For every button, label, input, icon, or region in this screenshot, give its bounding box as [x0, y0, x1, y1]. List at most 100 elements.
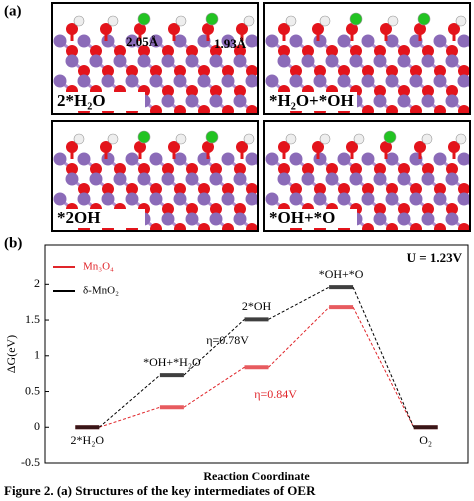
mn-atom [433, 74, 447, 88]
mn-atom [149, 192, 163, 206]
o-atom [102, 65, 114, 77]
distance-label: 1.93Å [214, 36, 247, 51]
o-atom [398, 85, 410, 97]
o-atom [346, 23, 358, 35]
h-atom [73, 133, 85, 145]
mn-atom [457, 152, 469, 166]
mn-atom [385, 74, 399, 88]
mn-atom [77, 192, 91, 206]
o-atom [314, 65, 326, 77]
o-atom [66, 23, 78, 35]
mn-atom [125, 34, 139, 48]
cl-atom [137, 12, 151, 26]
mn-atom [221, 192, 235, 206]
o-atom [222, 183, 234, 195]
overpotential-label: η=0.78V [206, 333, 249, 347]
mn-atom [301, 54, 315, 68]
connector [268, 286, 330, 320]
mn-atom [301, 172, 315, 186]
o-atom [126, 65, 138, 77]
mn-atom [101, 192, 115, 206]
mn-atom [265, 152, 279, 166]
o-atom [198, 223, 210, 230]
cl-atom [349, 12, 363, 26]
mn-atom [313, 34, 327, 48]
mn-atom [457, 74, 469, 88]
o-atom [126, 183, 138, 195]
mn-atom [173, 74, 187, 88]
o-atom [236, 141, 248, 153]
mn-atom [173, 152, 187, 166]
mn-atom [161, 54, 175, 68]
o-atom [100, 23, 112, 35]
level-label: *OH+*O [319, 267, 364, 281]
mn-atom [197, 74, 211, 88]
o-atom [448, 141, 460, 153]
mn-atom [373, 172, 387, 186]
mn-atom [221, 152, 235, 166]
mn-atom [337, 192, 351, 206]
condition-label: U = 1.23V [407, 250, 463, 265]
mn-atom [65, 54, 79, 68]
o-atom [314, 183, 326, 195]
cl-atom [383, 130, 397, 144]
panel-label: (b) [4, 235, 22, 251]
o-atom [414, 23, 426, 35]
o-atom [410, 183, 422, 195]
o-atom [202, 141, 214, 153]
plot-frame [44, 244, 469, 464]
mn-atom [457, 192, 469, 206]
o-atom [210, 85, 222, 97]
mn-atom [221, 74, 235, 88]
mn-atom [433, 192, 447, 206]
o-atom [386, 223, 398, 230]
o-atom [414, 141, 426, 153]
mn-atom [397, 212, 411, 226]
o-atom [210, 203, 222, 215]
o-atom [150, 65, 162, 77]
mn-atom [209, 172, 223, 186]
o-atom [138, 163, 150, 175]
mn-atom [349, 54, 363, 68]
o-atom [422, 203, 434, 215]
o-atom [278, 163, 290, 175]
h-atom [455, 133, 467, 145]
mn-atom [349, 172, 363, 186]
mn-atom [161, 212, 175, 226]
o-atom [362, 223, 374, 230]
mn-atom [209, 54, 223, 68]
mn-atom [53, 192, 67, 206]
level-label: 2*OH [242, 299, 272, 313]
o-atom [198, 65, 210, 77]
mn-atom [233, 54, 247, 68]
h-atom [285, 133, 297, 145]
o-atom [302, 45, 314, 57]
h-atom [243, 15, 255, 27]
mn-atom [125, 152, 139, 166]
mn-atom [185, 94, 199, 108]
h-atom [175, 133, 187, 145]
mn-atom [101, 34, 115, 48]
o-atom [422, 85, 434, 97]
mn-atom [421, 212, 435, 226]
mn-atom [313, 192, 327, 206]
legend-label: δ-MnO₂ [83, 285, 119, 297]
o-atom [446, 163, 458, 175]
o-atom [246, 105, 257, 113]
mn-atom [137, 172, 151, 186]
cl-atom [205, 12, 219, 26]
o-atom [312, 23, 324, 35]
o-atom [234, 85, 246, 97]
mn-atom [337, 74, 351, 88]
mn-atom [289, 152, 303, 166]
o-atom [246, 183, 257, 195]
o-atom [446, 45, 458, 57]
mn-atom [289, 192, 303, 206]
y-tick-label: 2 [34, 276, 40, 290]
mn-atom [185, 54, 199, 68]
mn-atom [137, 54, 151, 68]
o-atom [134, 141, 146, 153]
mn-atom [385, 192, 399, 206]
mn-atom [373, 94, 387, 108]
mn-atom [445, 172, 459, 186]
